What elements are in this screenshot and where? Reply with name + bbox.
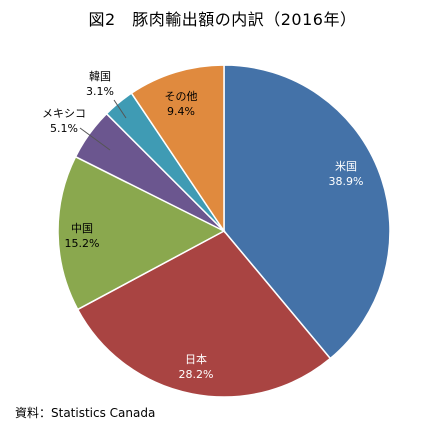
slice-value-1: 28.2% bbox=[179, 368, 214, 381]
slice-label-1: 日本 bbox=[185, 352, 207, 366]
chart-title: 図2 豚肉輸出額の内訳（2016年） bbox=[88, 10, 357, 29]
slice-label-5: その他 bbox=[165, 90, 198, 103]
slice-label-2: 中国 bbox=[71, 222, 93, 235]
leader-line-4 bbox=[113, 99, 127, 119]
pie-slice-0 bbox=[223, 64, 391, 360]
pie-slice-5 bbox=[130, 64, 225, 234]
slice-value-2: 15.2% bbox=[65, 237, 100, 250]
pie-slice-2 bbox=[57, 155, 226, 311]
source-note: 資料：Statistics Canada bbox=[15, 406, 156, 420]
slice-value-0: 38.9% bbox=[329, 175, 364, 188]
slice-label-0: 米国 bbox=[335, 160, 357, 173]
pie-slice-1 bbox=[76, 230, 332, 398]
leader-line-3 bbox=[79, 127, 111, 151]
slice-value-4: 3.1% bbox=[86, 85, 114, 98]
slice-value-5: 9.4% bbox=[167, 105, 195, 118]
slice-label-4: 韓国 bbox=[89, 70, 111, 83]
slice-label-3: メキシコ bbox=[42, 107, 86, 120]
slice-value-3: 5.1% bbox=[50, 122, 78, 135]
